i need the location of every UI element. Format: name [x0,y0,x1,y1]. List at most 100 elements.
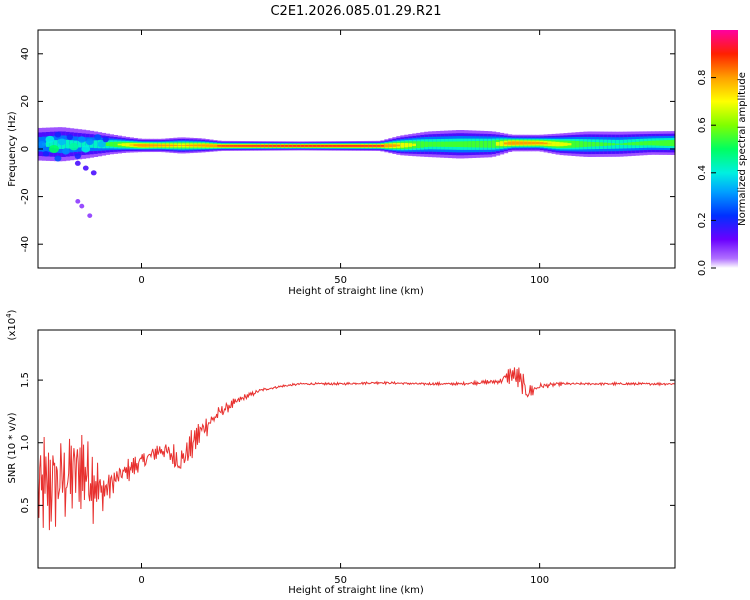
spectrogram-cell [639,141,644,146]
spectrogram-cell [205,144,210,147]
spectrogram-cell [217,145,222,147]
y-tick-label: 0 [20,146,31,152]
spectrogram-cell [272,145,278,147]
spectrogram-cell [531,141,537,145]
spectrogram-cell [424,141,429,148]
spectrogram-cell [567,143,572,146]
spectrogram-cell [515,141,521,145]
spectrogram-cell [372,145,377,147]
spectrogram-cell [45,141,51,147]
spectrogram-scatter-point [54,131,62,138]
x-tick-label: 100 [530,275,549,286]
spectrogram-cell [125,143,130,147]
spectrogram-cell [483,140,489,148]
y-tick-label: 1.5 [20,372,31,388]
spectrogram-cell [479,140,485,148]
spectrogram-cell [635,141,640,146]
snr-marks [38,367,675,531]
spectrogram-cell [276,145,282,147]
spectrogram-cell [288,145,294,147]
spectrogram-cell [543,142,548,145]
spectrogram-scatter-point [75,199,81,204]
spectrogram-cell [432,141,437,147]
spectrogram-cell [631,142,636,146]
spectrogram-cell [324,145,330,147]
spectrogram-cell [507,141,513,145]
spectrogram-cell [213,144,218,148]
spectrogram-cell [133,144,138,147]
spectrogram-cell [308,145,314,147]
x-tick-label: 50 [334,575,347,586]
spectrogram-cell [579,141,584,148]
spectrogram-cell [575,140,580,148]
spectrogram-cell [197,144,202,147]
spectrogram-y-label: Frequency (Hz) [7,111,18,187]
spectrogram-cell [340,145,345,147]
spectrogram-scatter-point [48,145,59,153]
spectrogram-cell [296,145,302,147]
spectrogram-cell [300,145,306,147]
spectrogram-cell [555,141,560,147]
spectrogram-cell [249,145,254,147]
spectrogram-cell [671,139,675,147]
spectrogram-cell [388,144,393,148]
spectrogram-scatter-point [69,142,79,151]
spectrogram-cell [595,142,600,147]
colorbar-tick-label: 0.2 [697,212,708,228]
snr-multiplier-exp: 4 [5,313,13,318]
spectrogram-scatter-point [85,138,94,146]
spectrogram-cell [348,145,353,147]
y-tick-label: 0.5 [20,497,31,513]
spectrogram-cell [284,145,290,147]
spectrogram-cell [177,145,182,146]
spectrogram-scatter-point [77,136,86,143]
spectrogram-cell [229,145,234,147]
spectrogram-cell [233,145,238,147]
spectrogram-cell [352,145,357,147]
spectrogram-cell [380,145,385,147]
spectrogram-cell [416,141,421,149]
spectrogram-scatter-point [66,134,74,140]
y-tick-label: -40 [20,236,31,252]
snr-x-ticks: 0 50 100 [138,330,549,586]
spectrogram-scatter-point [82,165,89,171]
spectrogram-cell [436,141,441,147]
spectrogram-cell [316,145,322,147]
spectrogram-cell [627,142,632,146]
spectrogram-cell [376,145,381,147]
spectrogram-cell [221,145,226,147]
spectrogram-cell [264,145,270,147]
spectrogram-cell [256,145,262,147]
spectrogram-cell [591,141,596,147]
spectrogram-cell [499,141,505,147]
spectrogram-cell [563,142,568,146]
spectrogram-cell [49,140,55,148]
spectrogram-cell [201,144,206,147]
spectrogram-cell [81,141,87,148]
snr-multiplier-base: (x10 [7,318,18,341]
spectrogram-cell [153,144,158,147]
spectrogram-cell [623,142,628,146]
x-tick-label: 0 [138,575,144,586]
spectrogram-cell [173,144,178,147]
spectrogram-cell [320,145,326,147]
spectrogram-scatter-point [42,150,50,157]
colorbar-gradient [711,30,738,268]
spectrogram-cell [467,141,473,148]
spectrogram-cell [663,140,668,146]
figure-title: C2E1.2026.085.01.29.R21 [270,4,441,19]
spectrogram-cell [428,141,433,147]
spectrogram-cell [225,145,230,147]
spectrogram-cell [615,143,620,145]
spectrogram-cell [475,141,481,148]
snr-y-ticks: 0.5 1.0 1.5 [20,372,675,513]
spectrogram-cell [65,139,71,149]
spectrogram-cell [535,141,541,145]
spectrogram-cell [245,145,250,147]
spectrogram-cell [559,142,564,147]
spectrogram-scatter-point [38,141,46,148]
spectrogram-cell [157,144,162,147]
svg-text:(x104): (x104) [5,309,18,340]
spectrogram-cell [647,140,652,146]
spectrogram-cell [655,140,660,146]
